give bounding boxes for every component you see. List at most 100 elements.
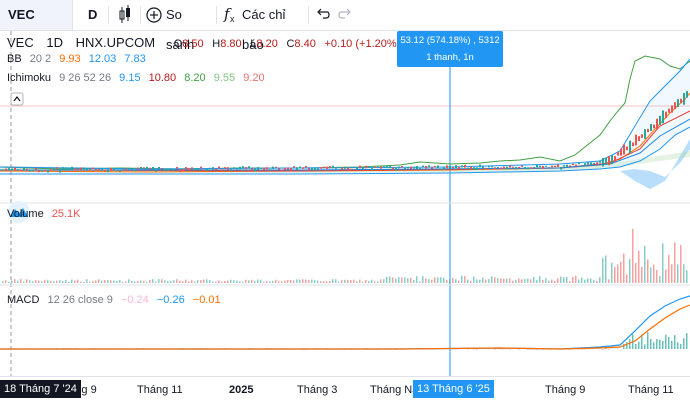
volume-bar: [14, 279, 16, 283]
candle: [575, 165, 577, 166]
volume-bar: [86, 279, 88, 283]
candle: [497, 167, 499, 168]
macd-histogram-bar: [662, 341, 664, 349]
volume-bar: [560, 277, 562, 283]
volume-bar: [83, 282, 85, 283]
macd-histogram-bar: [602, 349, 604, 350]
volume-bar: [176, 279, 178, 283]
candle: [425, 166, 427, 168]
candle: [491, 166, 493, 168]
candle: [347, 167, 349, 170]
volume-bar: [110, 280, 112, 283]
macd-histogram-bar: [686, 333, 688, 349]
time-tick: 2025: [229, 384, 253, 396]
volume-bar: [344, 280, 346, 283]
function-icon: f: [224, 0, 230, 29]
volume-bar: [599, 277, 601, 283]
candle: [464, 165, 466, 168]
volume-bar: [641, 267, 643, 283]
candle: [401, 166, 403, 168]
volume-bar: [266, 281, 268, 283]
candle: [59, 170, 61, 173]
macd-value-macd: −0.26: [157, 294, 185, 306]
volume-bar: [608, 279, 610, 283]
candle: [113, 168, 115, 171]
volume-bar: [467, 280, 469, 283]
volume-bar: [206, 279, 208, 283]
indicators-button[interactable]: f x Các chỉ báo: [222, 0, 304, 30]
candle: [89, 169, 91, 171]
volume-bar: [98, 279, 100, 283]
candle: [350, 169, 352, 170]
volume-bar: [656, 270, 658, 283]
volume-bar: [617, 264, 619, 283]
macd-histogram-bar: [647, 332, 649, 349]
ichimoku-legend[interactable]: Ichimoku 9 26 52 26 9.15 10.80 8.20 9.55…: [7, 72, 270, 84]
compare-button[interactable]: So sánh: [146, 0, 212, 30]
interval-button[interactable]: D: [88, 0, 102, 30]
time-axis[interactable]: tháng 9 Tháng 11 2025 Tháng 3 Tháng Năm …: [0, 376, 690, 406]
candle: [11, 168, 13, 169]
ichimoku-value-lead2: 9.20: [243, 72, 264, 84]
redo-button[interactable]: [336, 0, 354, 30]
volume-bar: [413, 280, 415, 283]
candle: [479, 165, 481, 168]
candle: [587, 162, 589, 164]
macd-histogram-bar: [671, 341, 673, 349]
chart-type-button[interactable]: [114, 0, 136, 30]
volume-bar: [518, 279, 520, 283]
volume-bar: [629, 259, 631, 283]
candle: [650, 124, 652, 131]
volume-bar: [323, 281, 325, 283]
candlestick-icon: [117, 5, 133, 25]
candle: [149, 168, 151, 169]
candle: [110, 168, 112, 171]
volume-bar: [182, 281, 184, 283]
volume-bar: [164, 280, 166, 283]
candle: [194, 168, 196, 170]
volume-bar: [563, 277, 565, 283]
candle: [503, 167, 505, 170]
candle: [536, 165, 538, 168]
volume-bar: [140, 280, 142, 283]
volume-bar: [92, 281, 94, 283]
macd-histogram-bar: [650, 339, 652, 349]
candle: [659, 116, 661, 125]
crosshair-date-badge: 13 Tháng 6 '25: [413, 380, 494, 398]
volume-bar: [626, 275, 628, 283]
macd-legend[interactable]: MACD 12 26 close 9 −0.24 −0.26 −0.01: [7, 294, 226, 306]
undo-button[interactable]: [314, 0, 332, 30]
volume-bar: [191, 280, 193, 283]
bb-legend[interactable]: BB 20 2 9.93 12.03 7.83: [7, 53, 151, 65]
chart-area[interactable]: VEC 1D HNX.UPCOM O8.50 H8.80 L8.20 C8.40…: [0, 31, 690, 376]
macd-histogram-bar: [494, 349, 496, 350]
volume-bar: [287, 280, 289, 283]
macd-histogram-bar: [653, 342, 655, 349]
volume-label: Volume: [7, 208, 44, 220]
candle: [494, 167, 496, 169]
volume-bar: [632, 229, 634, 283]
candle: [662, 110, 664, 123]
collapse-legend-button[interactable]: [11, 93, 23, 105]
candle: [92, 168, 94, 169]
candle: [77, 168, 79, 170]
candle: [143, 167, 145, 168]
candle: [95, 169, 97, 171]
candle: [653, 125, 655, 129]
macd-histogram-bar: [626, 342, 628, 349]
macd-histogram-bar: [527, 349, 529, 350]
volume-bar: [407, 278, 409, 283]
macd-histogram-bar: [500, 349, 502, 350]
candle: [374, 167, 376, 168]
symbol-search-button[interactable]: VEC: [0, 0, 73, 30]
volume-bar: [659, 276, 661, 283]
candle: [620, 149, 622, 156]
candle: [14, 168, 16, 171]
candle: [104, 170, 106, 172]
toolbar-divider: [108, 6, 109, 24]
symbol-label: VEC: [8, 7, 35, 22]
crosshair-date-badge-left: 18 Tháng 7 '24: [0, 380, 81, 398]
candle: [305, 166, 307, 168]
volume-legend[interactable]: Volume 25.1K: [7, 208, 86, 220]
volume-bar: [371, 280, 373, 283]
